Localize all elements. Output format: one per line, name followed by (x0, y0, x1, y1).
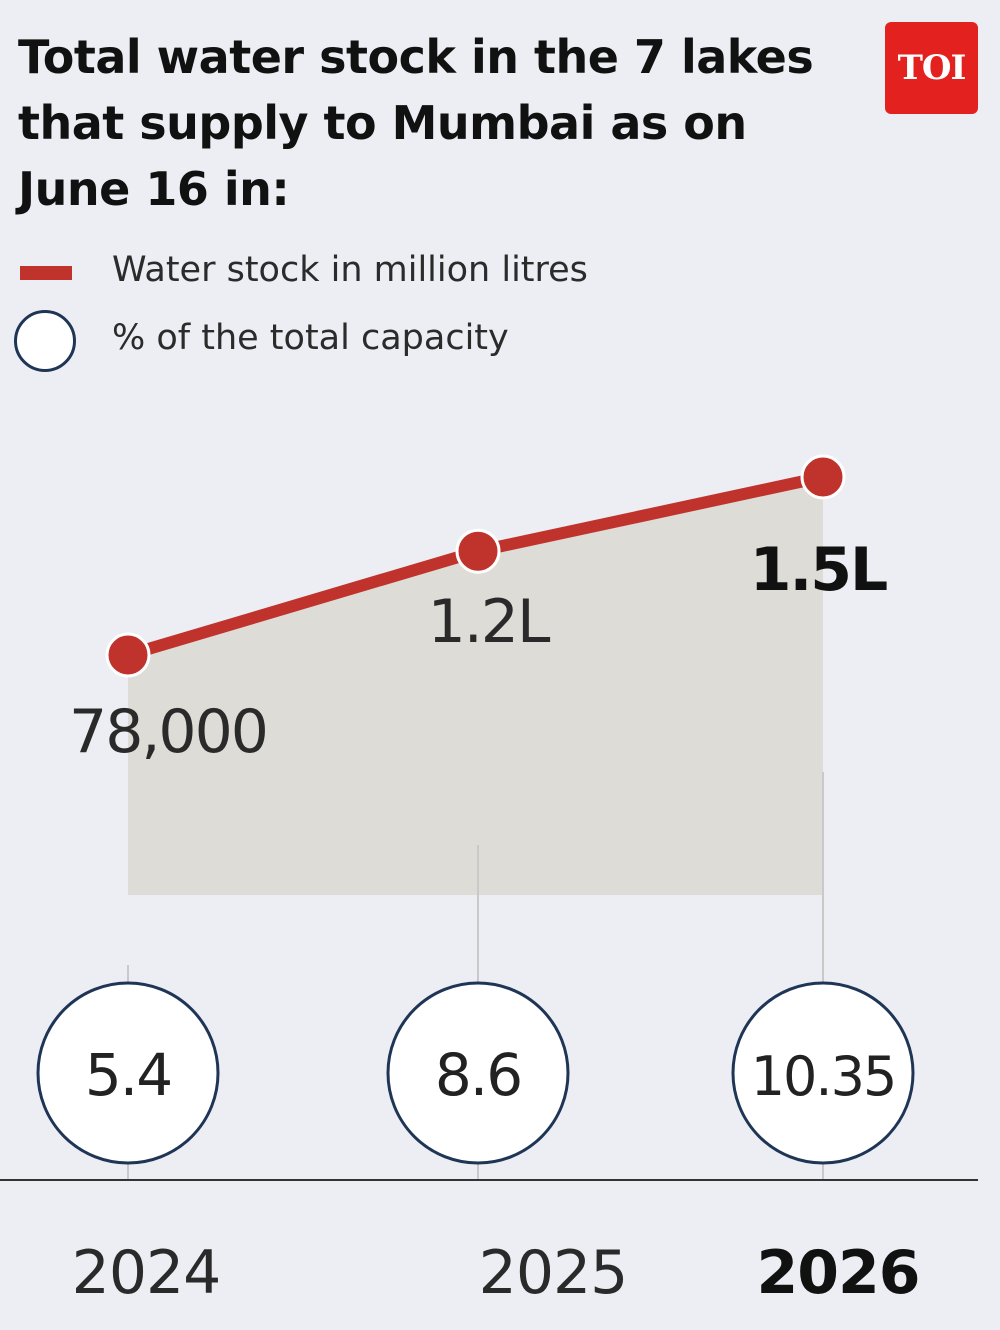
x-tick-2024: 2024 (72, 1238, 221, 1308)
stock-area-fill (128, 477, 823, 895)
page-title: Total water stock in the 7 lakes that su… (18, 30, 814, 216)
x-tick-2025: 2025 (479, 1238, 628, 1308)
percent-circle-2026 (731, 981, 915, 1165)
percent-label-2026: 10.35 (751, 1045, 896, 1108)
percent-circle-2024 (36, 981, 220, 1165)
percent-label-2025: 8.6 (435, 1041, 521, 1109)
x-tick-2026: 2026 (757, 1238, 920, 1308)
legend-line-swatch (20, 266, 72, 280)
stock-label-2025: 1.2L (428, 587, 551, 657)
legend-label-percent: % of the total capacity (112, 318, 509, 358)
toi-logo: TOI (885, 22, 978, 114)
stock-point-2024 (105, 632, 151, 678)
legend-circle-swatch (14, 310, 76, 372)
percent-label-2024: 5.4 (85, 1041, 171, 1109)
percent-circle-2025 (386, 981, 570, 1165)
legend-label-stock: Water stock in million litres (112, 250, 588, 290)
stock-label-2024: 78,000 (69, 697, 267, 767)
stock-point-2026 (800, 454, 846, 500)
stock-point-2025 (455, 528, 501, 574)
stock-label-2026: 1.5L (750, 535, 887, 605)
